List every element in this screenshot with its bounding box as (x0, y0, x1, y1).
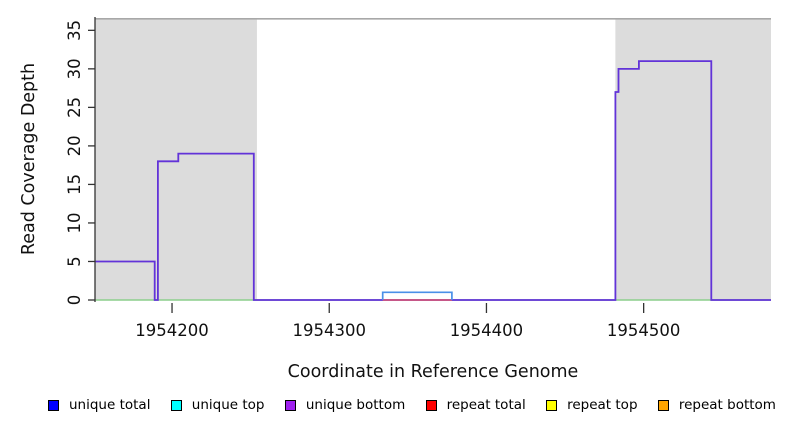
y-tick-label: 5 (65, 256, 84, 267)
legend-swatch (546, 399, 558, 411)
y-tick-label: 25 (65, 97, 84, 118)
y-tick-label: 30 (65, 58, 84, 79)
uncovered-region-left (95, 18, 257, 300)
legend-label: repeat total (446, 397, 526, 413)
y-tick-label: 0 (65, 295, 84, 306)
y-tick-label: 15 (65, 174, 84, 195)
y-tick-label: 35 (65, 20, 84, 41)
legend-label: unique bottom (305, 397, 406, 413)
legend-swatch (170, 399, 182, 411)
y-tick-label: 20 (65, 135, 84, 156)
legend-label: repeat bottom (678, 397, 776, 413)
legend-label: unique total (69, 397, 151, 413)
legend-item-repeat-bottom: repeat bottom (657, 397, 776, 413)
legend-swatch (657, 399, 669, 411)
legend-label: repeat top (567, 397, 638, 413)
y-tick-label: 10 (65, 212, 84, 233)
series-unique-total (381, 291, 453, 300)
x-axis-title: Coordinate in Reference Genome (288, 362, 579, 382)
legend-swatch (284, 399, 296, 411)
x-tick-label: 1954300 (292, 321, 366, 340)
x-tick-label: 1954500 (607, 321, 681, 340)
legend-swatch (48, 399, 59, 411)
legend-swatch (425, 399, 437, 411)
x-tick-label: 1954400 (450, 321, 524, 340)
legend-item-repeat-total: repeat total (425, 397, 526, 413)
legend-item-unique-total: unique total (48, 397, 150, 413)
legend-item-unique-bottom: unique bottom (284, 397, 406, 413)
uncovered-region-right (615, 18, 771, 300)
y-axis-title: Read Coverage Depth (19, 63, 39, 255)
plot-area: 0 5 10 15 20 25 30 35 1954200 1954300 1954400 19545… (19, 17, 771, 382)
x-tick-label: 1954200 (135, 321, 209, 340)
legend-item-unique-top: unique top (170, 397, 265, 413)
legend-label: unique top (191, 397, 265, 413)
legend: unique total unique top unique bottom repea… (48, 397, 776, 413)
legend-item-repeat-top: repeat top (546, 397, 638, 413)
chart-layers: 0 5 10 15 20 25 30 35 1954200 1954300 1954400 19545… (65, 17, 771, 340)
